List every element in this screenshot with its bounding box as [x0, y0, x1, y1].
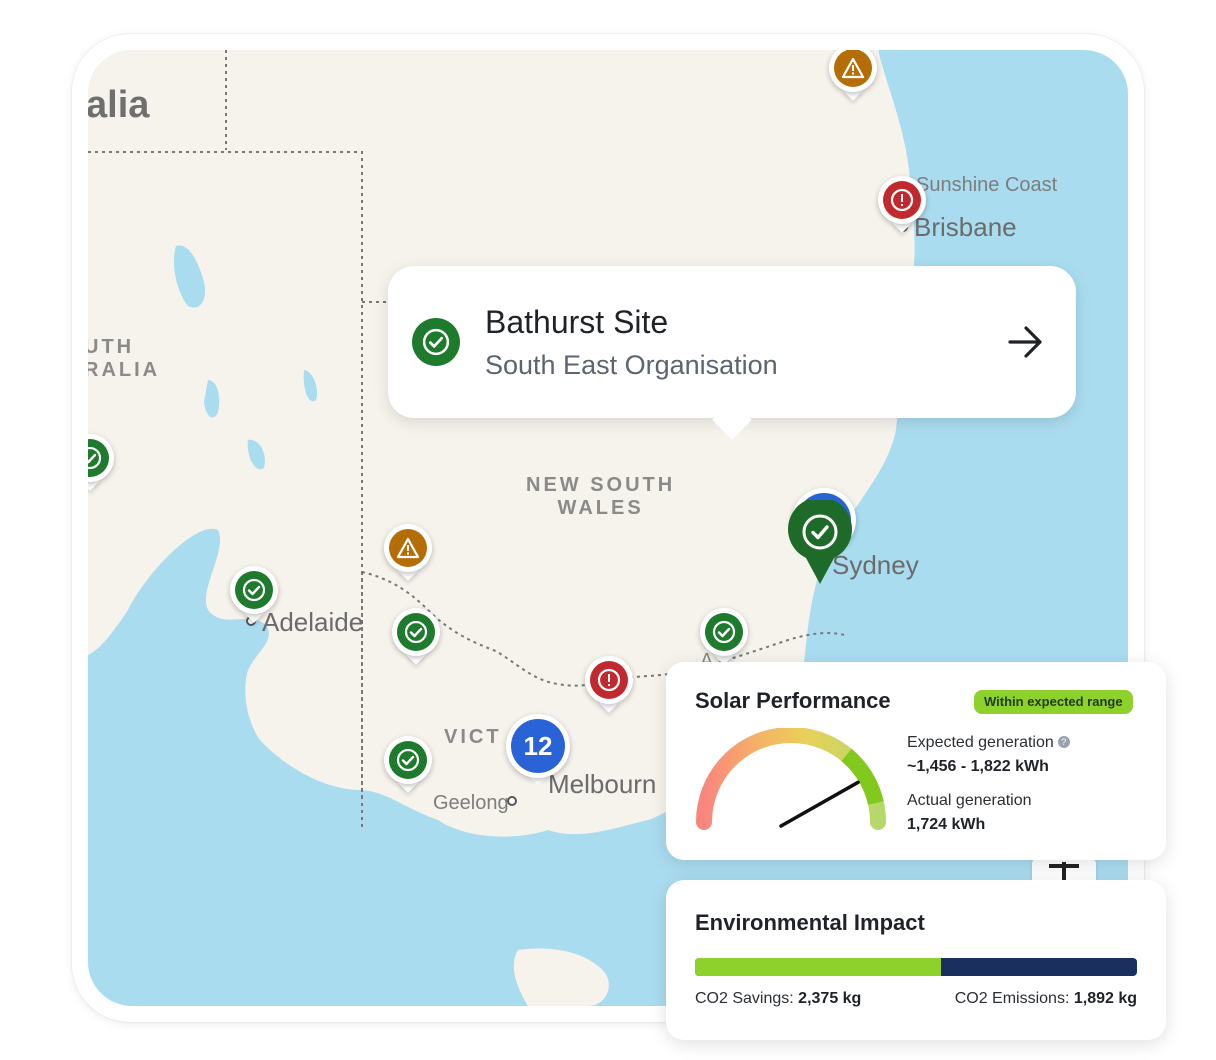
site-marker-ok[interactable]	[384, 736, 432, 794]
site-marker-ok[interactable]	[700, 608, 748, 666]
impact-bar	[695, 958, 1137, 976]
check-circle-icon	[705, 613, 743, 651]
city-label-geelong: Geelong	[433, 792, 509, 814]
city-label-sydney: Sydney	[832, 550, 919, 580]
gauge-track	[696, 728, 886, 830]
alert-circle-icon	[883, 181, 921, 219]
map-label-line: UTH	[88, 336, 135, 358]
open-site-button[interactable]	[1006, 324, 1046, 360]
map-label-victoria: VICT	[444, 726, 502, 748]
plus-icon-vertical	[1062, 862, 1066, 884]
expected-label-text: Expected generation	[907, 734, 1054, 751]
alert-circle-icon	[590, 661, 628, 699]
map-label-line: WALES	[557, 497, 644, 519]
map-label-south-australia: UTH RALIA	[88, 336, 160, 382]
warning-icon	[834, 50, 872, 87]
savings-label: CO2 Savings:	[695, 990, 794, 1007]
expected-generation-label: Expected generation?	[907, 734, 1070, 752]
savings-value: 2,375 kg	[798, 990, 862, 1007]
question-circle-icon[interactable]: ?	[1057, 736, 1070, 748]
gauge-needle	[779, 780, 860, 828]
check-circle-icon	[412, 318, 460, 366]
site-title: Bathurst Site	[485, 304, 669, 340]
city-label-sunshine-coast: Sunshine Coast	[916, 174, 1058, 196]
warning-icon	[389, 529, 427, 567]
gauge-expected-range	[841, 748, 884, 806]
city-label-melbourne: Melbourn	[548, 769, 657, 799]
expected-generation-value: ~1,456 - 1,822 kWh	[907, 758, 1049, 775]
generation-gauge	[696, 728, 886, 830]
actual-generation-value: 1,724 kWh	[907, 816, 986, 833]
site-marker-error[interactable]	[878, 176, 926, 234]
check-circle-icon	[235, 571, 273, 609]
site-marker-ok[interactable]	[392, 608, 440, 666]
map-label-line: RALIA	[88, 359, 161, 381]
map-view[interactable]: alia UTH RALIA NEW SOUTH WALES VICT A T …	[88, 50, 1128, 1006]
card-title: Environmental Impact	[695, 910, 925, 935]
arrow-right-icon	[1008, 326, 1042, 358]
environmental-impact-card: Environmental Impact CO2 Savings: 2,375 …	[666, 880, 1166, 1040]
selected-site-marker[interactable]	[788, 497, 852, 586]
check-circle-icon	[397, 613, 435, 651]
site-organisation: South East Organisation	[485, 350, 778, 380]
cluster-count: 12	[511, 719, 565, 773]
site-marker-error[interactable]	[585, 656, 633, 714]
check-circle-icon	[389, 741, 427, 779]
emissions-label: CO2 Emissions:	[954, 990, 1070, 1007]
status-badge: Within expected range	[974, 690, 1133, 714]
city-dot-geelong	[507, 796, 517, 806]
city-label-brisbane: Brisbane	[914, 212, 1017, 242]
site-cluster-melbourne[interactable]: 12	[506, 714, 570, 786]
co2-emissions: CO2 Emissions: 1,892 kg	[955, 990, 1137, 1008]
map-label-line: NEW SOUTH	[526, 474, 676, 496]
site-popup[interactable]: Bathurst Site South East Organisation	[388, 266, 1076, 440]
map-label-australia: alia	[88, 84, 150, 126]
card-title: Solar Performance	[695, 688, 891, 713]
check-circle-icon	[88, 439, 109, 477]
co2-savings: CO2 Savings: 2,375 kg	[695, 990, 861, 1008]
savings-bar-fill	[695, 958, 942, 976]
emissions-value: 1,892 kg	[1073, 990, 1137, 1007]
site-marker-ok[interactable]	[88, 434, 114, 492]
solar-performance-card: Solar Performance Within expected range …	[666, 662, 1166, 860]
site-marker-ok[interactable]	[230, 566, 278, 624]
site-marker-warning[interactable]	[829, 50, 877, 102]
site-marker-warning[interactable]	[384, 524, 432, 582]
map-pin-icon	[788, 497, 852, 584]
city-label-adelaide: Adelaide	[262, 607, 364, 637]
zoom-in-button[interactable]	[1032, 858, 1096, 884]
map-label-new-south-wales: NEW SOUTH WALES	[526, 474, 675, 520]
actual-generation-label: Actual generation	[907, 792, 1032, 809]
